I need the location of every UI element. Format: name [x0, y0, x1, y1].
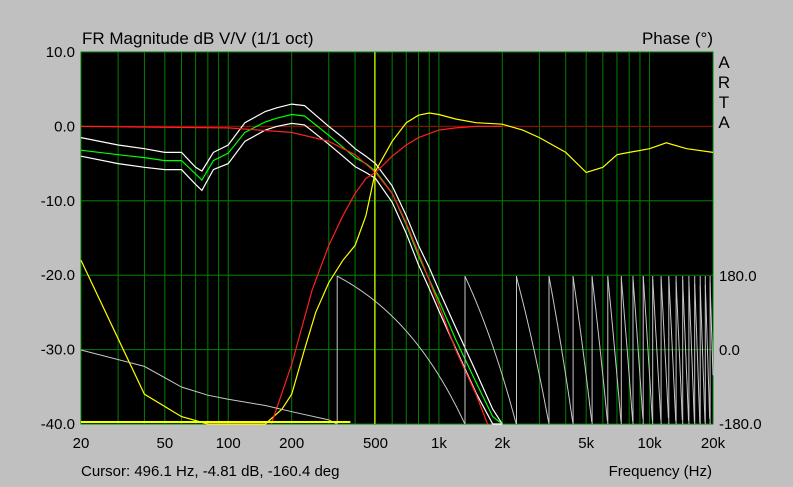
brand-letter-3: T — [719, 93, 729, 112]
x-tick-label: 20k — [701, 435, 726, 452]
phase-axis-title: Phase (°) — [642, 29, 713, 48]
x-tick-label: 200 — [279, 435, 304, 452]
y-tick-label: -40.0 — [41, 416, 75, 433]
y-tick-label: 10.0 — [46, 44, 75, 61]
x-tick-label: 20 — [73, 435, 90, 452]
y-tick-label: -10.0 — [41, 193, 75, 210]
x-tick-label: 100 — [216, 435, 241, 452]
brand-letter-1: A — [718, 53, 730, 72]
x-tick-label: 500 — [363, 435, 388, 452]
chart-title: FR Magnitude dB V/V (1/1 oct) — [82, 29, 314, 48]
y-tick-label: -30.0 — [41, 342, 75, 359]
phase-tick-label: -180.0 — [719, 416, 762, 433]
x-tick-label: 5k — [578, 435, 594, 452]
cursor-readout: Cursor: 496.1 Hz, -4.81 dB, -160.4 deg — [81, 463, 339, 480]
brand-letter-2: R — [718, 73, 730, 92]
x-tick-label: 50 — [156, 435, 173, 452]
x-tick-label: 1k — [431, 435, 447, 452]
phase-tick-label: 0.0 — [719, 342, 740, 359]
x-tick-label: 10k — [637, 435, 662, 452]
phase-tick-label: 180.0 — [719, 268, 757, 285]
x-axis-label: Frequency (Hz) — [609, 463, 712, 480]
y-tick-label: 0.0 — [54, 118, 75, 135]
y-tick-label: -20.0 — [41, 267, 75, 284]
plot-area — [81, 52, 713, 424]
x-tick-label: 2k — [494, 435, 510, 452]
brand-letter-4: A — [718, 113, 730, 132]
